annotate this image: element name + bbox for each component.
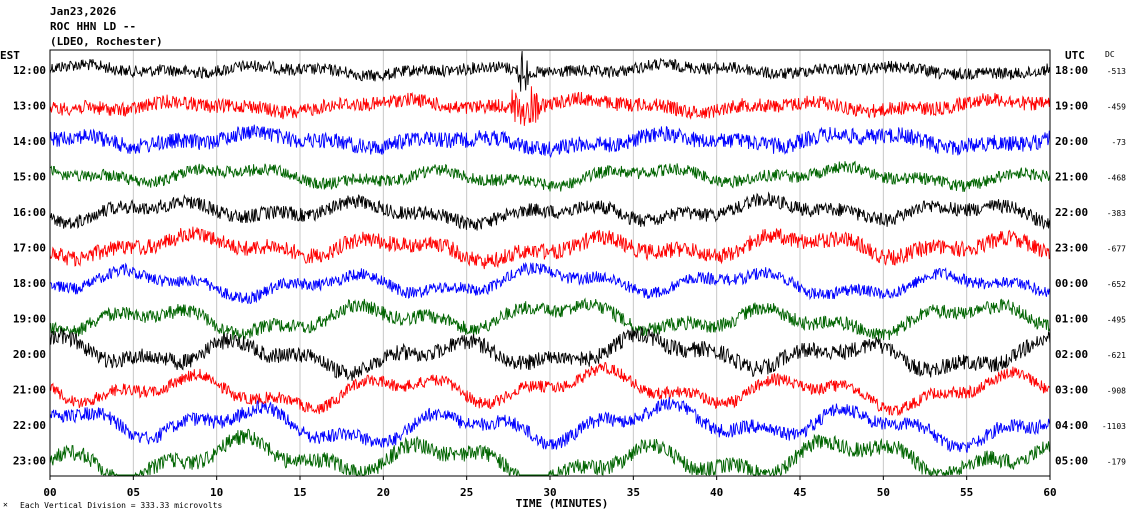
est-hour-label: 12:00 — [13, 64, 46, 77]
est-hour-label: 22:00 — [13, 419, 46, 432]
utc-hour-label: 02:00 — [1055, 348, 1088, 361]
header-station: ROC HHN LD -- — [50, 20, 137, 33]
trace-row-2000 — [49, 326, 1051, 381]
trace-row-1400 — [49, 124, 1051, 159]
dc-offset-label: -677 — [1107, 245, 1126, 254]
utc-hour-label: 19:00 — [1055, 100, 1088, 113]
est-hour-label: 13:00 — [13, 100, 46, 113]
x-tick-label: 55 — [960, 486, 973, 499]
plot-frame — [49, 49, 1051, 477]
dc-offset-label: -1103 — [1102, 422, 1126, 431]
est-axis-label: EST — [0, 49, 20, 62]
x-tick-label: 35 — [627, 486, 640, 499]
x-tick-label: 45 — [793, 486, 806, 499]
x-tick-label: 00 — [43, 486, 56, 499]
dc-axis-label: DC — [1105, 50, 1115, 59]
scale-icon: ✕ — [3, 500, 8, 509]
x-tick-label: 10 — [210, 486, 223, 499]
dc-offset-label: -459 — [1107, 103, 1126, 112]
utc-hour-label: 23:00 — [1055, 242, 1088, 255]
header-network: (LDEO, Rochester) — [50, 35, 163, 48]
utc-hour-label: 05:00 — [1055, 455, 1088, 468]
est-hour-label: 18:00 — [13, 277, 46, 290]
est-hour-label: 17:00 — [13, 242, 46, 255]
trace-row-2300 — [49, 428, 1051, 477]
utc-hour-label: 00:00 — [1055, 277, 1088, 290]
x-tick-label: 15 — [293, 486, 306, 499]
trace-row-1200 — [49, 50, 1051, 92]
x-tick-label: 60 — [1043, 486, 1056, 499]
axis-labels: EST UTC DC TIME (MINUTES) 00 05 10 15 20 25 30… — [0, 49, 1126, 510]
x-tick-label: 20 — [377, 486, 390, 499]
dc-offset-label: -652 — [1107, 280, 1126, 289]
utc-hour-label: 03:00 — [1055, 384, 1088, 397]
x-tick-label: 30 — [543, 486, 556, 499]
est-hour-label: 19:00 — [13, 313, 46, 326]
trace-group — [49, 50, 1051, 477]
dc-offset-label: -513 — [1107, 67, 1126, 76]
est-hour-label: 21:00 — [13, 384, 46, 397]
scale-note: Each Vertical Division = 333.33 microvol… — [20, 501, 223, 510]
x-tick-label: 25 — [460, 486, 473, 499]
utc-axis-label: UTC — [1065, 49, 1085, 62]
trace-row-1500 — [49, 160, 1051, 192]
est-hour-label: 23:00 — [13, 455, 46, 468]
utc-hour-label: 18:00 — [1055, 64, 1088, 77]
utc-hour-label: 04:00 — [1055, 419, 1088, 432]
minute-grid — [49, 50, 1051, 480]
trace-row-1700 — [49, 226, 1051, 270]
dc-offset-label: -621 — [1107, 351, 1126, 360]
dc-offset-label: -73 — [1112, 138, 1127, 147]
trace-row-1600 — [49, 191, 1051, 231]
trace-row-1300 — [49, 86, 1051, 126]
est-hour-label: 15:00 — [13, 171, 46, 184]
est-hour-label: 16:00 — [13, 206, 46, 219]
x-tick-label: 50 — [877, 486, 890, 499]
header-date: Jan23,2026 — [50, 5, 117, 18]
utc-hour-label: 20:00 — [1055, 135, 1088, 148]
utc-hour-label: 01:00 — [1055, 313, 1088, 326]
dc-offset-label: -383 — [1107, 209, 1126, 218]
trace-row-1800 — [49, 261, 1051, 305]
utc-hour-label: 21:00 — [1055, 171, 1088, 184]
est-hour-label: 14:00 — [13, 135, 46, 148]
trace-row-1900 — [49, 297, 1051, 341]
dc-offset-label: -908 — [1107, 387, 1126, 396]
dc-offset-label: -495 — [1107, 316, 1126, 325]
utc-hour-label: 22:00 — [1055, 206, 1088, 219]
x-axis-label: TIME (MINUTES) — [516, 497, 609, 510]
dc-offset-label: -179 — [1107, 458, 1126, 467]
x-tick-label: 40 — [710, 486, 723, 499]
trace-row-2100 — [49, 362, 1051, 417]
est-hour-label: 20:00 — [13, 348, 46, 361]
dc-offset-label: -468 — [1107, 174, 1126, 183]
x-tick-label: 05 — [127, 486, 140, 499]
trace-row-2200 — [49, 397, 1051, 453]
